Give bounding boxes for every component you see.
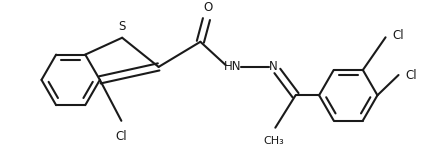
Text: Cl: Cl	[115, 130, 127, 143]
Text: Cl: Cl	[406, 69, 417, 82]
Text: CH₃: CH₃	[263, 136, 284, 146]
Text: O: O	[204, 1, 213, 14]
Text: N: N	[269, 60, 278, 73]
Text: Cl: Cl	[393, 29, 404, 42]
Text: HN: HN	[224, 60, 242, 73]
Text: S: S	[118, 20, 126, 33]
